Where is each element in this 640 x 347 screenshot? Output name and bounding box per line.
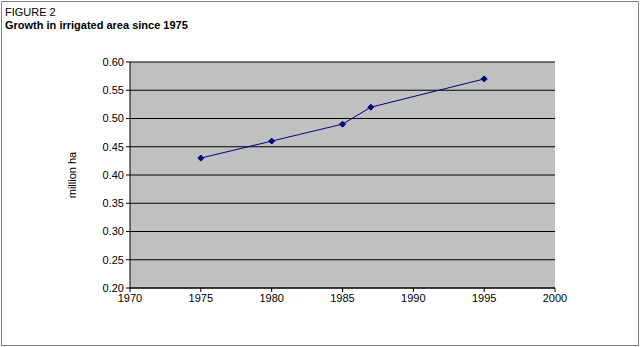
svg-text:0.25: 0.25	[103, 254, 124, 266]
html-text:Growth in irrigated area since: Growth in irrigated area since 1975	[5, 19, 188, 31]
svg-text:0.35: 0.35	[103, 197, 124, 209]
svg-text:1970: 1970	[117, 291, 143, 304]
svg-text:0.40: 0.40	[103, 169, 124, 181]
svg-text:0.45: 0.45	[103, 141, 124, 153]
svg-text:1985: 1985	[330, 292, 354, 304]
svg-text:1980: 1980	[259, 292, 283, 304]
svg-text:0.50: 0.50	[103, 112, 124, 124]
svg-text:0.55: 0.55	[103, 84, 124, 96]
svg-text:2000: 2000	[543, 292, 567, 304]
svg-text:0.60: 0.60	[103, 56, 124, 68]
svg-text:1975: 1975	[189, 292, 213, 304]
html-text:million ha: million ha	[66, 151, 78, 199]
svg-text:1995: 1995	[472, 292, 496, 304]
svg-text:1990: 1990	[401, 292, 425, 304]
svg-text:0.30: 0.30	[103, 225, 124, 237]
html-text:FIGURE 2: FIGURE 2	[5, 6, 56, 18]
svg-text:0.20: 0.20	[103, 282, 124, 294]
